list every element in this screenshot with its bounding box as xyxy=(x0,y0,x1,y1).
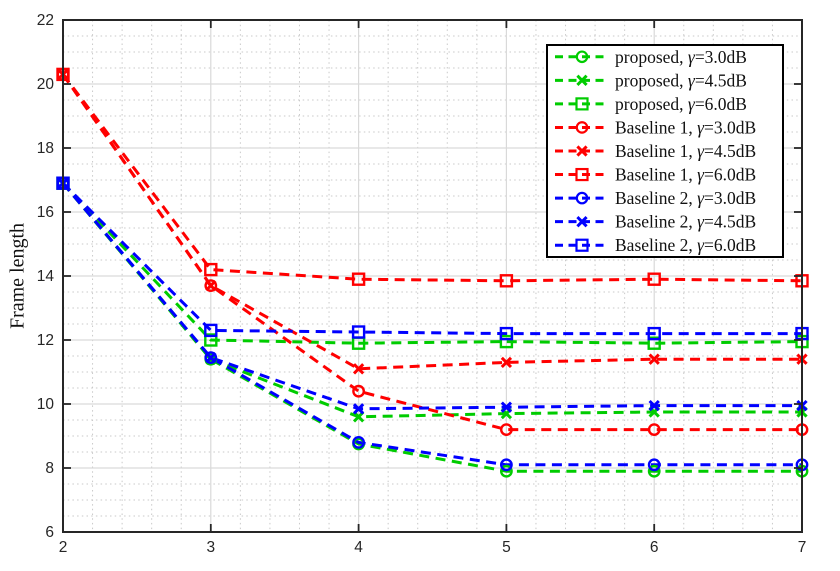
marker-square xyxy=(204,323,218,338)
series-line-7 xyxy=(61,182,802,411)
marker-x xyxy=(648,399,660,412)
y-tick-label: 10 xyxy=(37,396,55,413)
marker-square xyxy=(575,97,589,111)
legend-label: Baseline 2, γ=3.0dB xyxy=(615,188,756,208)
y-tick-label: 22 xyxy=(37,12,54,29)
marker-circle xyxy=(204,351,218,364)
series-line-1 xyxy=(61,182,802,419)
marker-square xyxy=(351,272,366,286)
x-tick-label: 7 xyxy=(798,539,807,556)
marker-x xyxy=(352,363,365,375)
marker-x xyxy=(576,145,588,157)
legend-label: Baseline 1, γ=3.0dB xyxy=(615,117,756,137)
legend: proposed, γ=3.0dB proposed, γ=4.5dB propos… xyxy=(546,44,784,258)
marker-square xyxy=(499,326,514,341)
y-tick-label: 20 xyxy=(37,76,55,93)
marker-x xyxy=(205,279,217,292)
marker-square xyxy=(204,333,218,347)
legend-label: Baseline 2, γ=6.0dB xyxy=(615,235,756,255)
series-line-5 xyxy=(61,73,803,283)
series-markers-7 xyxy=(57,177,808,415)
legend-entry-2: proposed, γ=6.0dB xyxy=(555,94,747,114)
marker-circle xyxy=(575,191,589,205)
marker-square xyxy=(647,336,661,350)
marker-x xyxy=(576,74,588,86)
marker-square xyxy=(351,325,366,339)
x-tick-label: 5 xyxy=(502,539,511,556)
marker-x xyxy=(500,401,513,413)
legend-label: Baseline 1, γ=4.5dB xyxy=(615,141,756,161)
marker-square xyxy=(647,326,661,341)
marker-circle xyxy=(499,464,513,478)
legend-label: proposed, γ=4.5dB xyxy=(615,70,747,90)
legend-entry-5: Baseline 1, γ=6.0dB xyxy=(555,165,756,185)
marker-circle xyxy=(499,458,513,472)
x-tick-label: 2 xyxy=(59,539,68,556)
legend-entry-7: Baseline 2, γ=4.5dB xyxy=(555,212,756,232)
y-tick-label: 6 xyxy=(45,524,54,541)
marker-circle xyxy=(575,121,589,134)
x-tick-label: 6 xyxy=(650,539,659,556)
marker-circle xyxy=(647,464,661,478)
series-line-4 xyxy=(61,73,802,371)
y-tick-label: 16 xyxy=(37,204,54,221)
y-tick-label: 18 xyxy=(37,140,54,157)
marker-square xyxy=(647,272,661,286)
legend-entry-6: Baseline 2, γ=3.0dB xyxy=(555,188,756,208)
marker-square xyxy=(499,274,514,288)
marker-square xyxy=(204,262,218,277)
legend-entry-4: Baseline 1, γ=4.5dB xyxy=(555,141,756,161)
y-tick-label: 14 xyxy=(37,268,55,285)
series-line-8 xyxy=(61,182,802,336)
series-line-2 xyxy=(61,182,803,345)
legend-label: Baseline 2, γ=4.5dB xyxy=(615,212,756,232)
tick-labels: 2 3 4 5 6 7 6 8 10 12 14 16 18 20 22 xyxy=(37,12,807,556)
marker-circle xyxy=(352,435,365,449)
marker-square xyxy=(499,334,514,349)
marker-x xyxy=(500,356,513,369)
marker-circle xyxy=(647,458,661,472)
legend-entry-3: Baseline 1, γ=3.0dB xyxy=(555,117,756,137)
y-tick-label: 12 xyxy=(37,332,54,349)
legend-label: proposed, γ=3.0dB xyxy=(615,47,747,67)
marker-x xyxy=(648,353,660,365)
legend-entry-1: proposed, γ=4.5dB xyxy=(555,70,747,90)
axis-ticks xyxy=(62,19,803,533)
marker-circle xyxy=(352,384,365,398)
legend-label: Baseline 1, γ=6.0dB xyxy=(615,165,756,185)
marker-x xyxy=(352,403,365,415)
marker-square xyxy=(575,167,589,182)
marker-x xyxy=(576,216,588,228)
legend-entry-8: Baseline 2, γ=6.0dB xyxy=(555,235,756,255)
x-tick-label: 4 xyxy=(354,539,363,556)
marker-circle xyxy=(575,50,589,64)
legend-label: proposed, γ=6.0dB xyxy=(615,94,747,114)
legend-entry-0: proposed, γ=3.0dB xyxy=(555,47,747,67)
y-axis-label: Frame length xyxy=(6,222,29,330)
x-tick-label: 3 xyxy=(206,539,215,556)
marker-circle xyxy=(647,423,661,436)
marker-circle xyxy=(499,423,513,436)
marker-x xyxy=(205,351,217,364)
marker-square xyxy=(575,238,589,252)
marker-circle xyxy=(204,279,218,292)
y-tick-label: 8 xyxy=(45,460,54,477)
